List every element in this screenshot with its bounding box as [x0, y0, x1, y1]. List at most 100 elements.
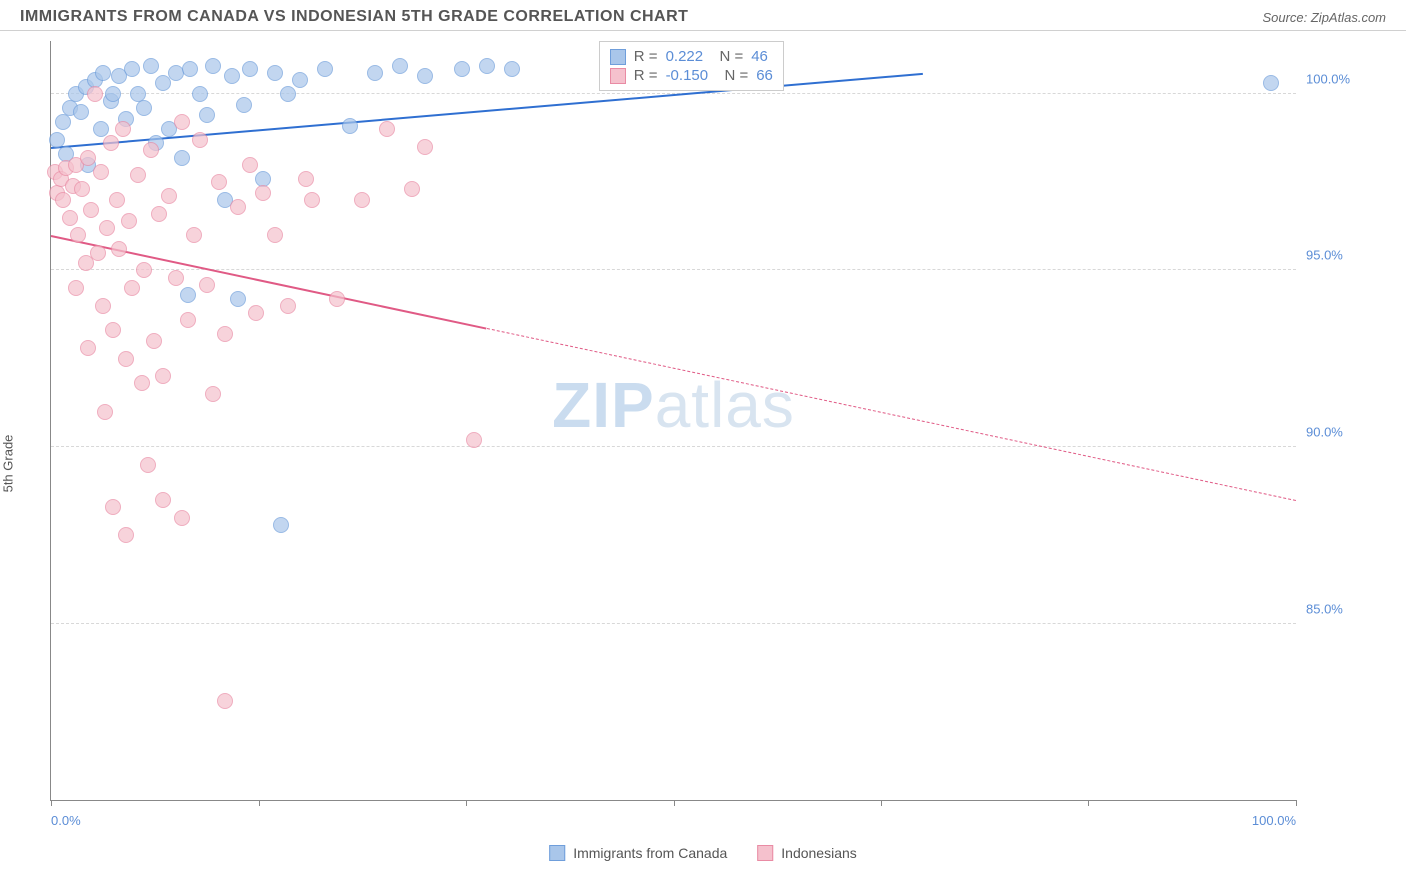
scatter-point — [124, 280, 140, 296]
legend-swatch — [757, 845, 773, 861]
scatter-point — [97, 404, 113, 420]
scatter-point — [417, 68, 433, 84]
x-tick-label: 100.0% — [1252, 813, 1296, 828]
scatter-point — [205, 58, 221, 74]
legend-label: Immigrants from Canada — [573, 845, 727, 861]
scatter-point — [55, 114, 71, 130]
scatter-point — [83, 202, 99, 218]
scatter-point — [105, 322, 121, 338]
stats-r-value: 0.222 — [666, 48, 704, 65]
scatter-point — [404, 181, 420, 197]
scatter-point — [392, 58, 408, 74]
scatter-point — [298, 171, 314, 187]
scatter-point — [342, 118, 358, 134]
stats-r-value: -0.150 — [666, 67, 709, 84]
stats-row: R =0.222 N =46 — [610, 48, 773, 65]
chart-source: Source: ZipAtlas.com — [1262, 10, 1386, 25]
scatter-point — [146, 333, 162, 349]
y-axis-label: 5th Grade — [1, 435, 16, 493]
scatter-point — [151, 206, 167, 222]
scatter-point — [115, 121, 131, 137]
scatter-point — [192, 86, 208, 102]
scatter-point — [182, 61, 198, 77]
scatter-point — [74, 181, 90, 197]
scatter-point — [280, 298, 296, 314]
scatter-point — [105, 86, 121, 102]
x-tick-label: 0.0% — [51, 813, 81, 828]
scatter-point — [109, 192, 125, 208]
x-tick — [466, 800, 467, 806]
stats-swatch — [610, 49, 626, 65]
scatter-point — [199, 277, 215, 293]
scatter-point — [124, 61, 140, 77]
scatter-point — [73, 104, 89, 120]
scatter-point — [87, 86, 103, 102]
stats-r-label: R = — [634, 67, 658, 84]
scatter-point — [95, 298, 111, 314]
stats-n-value: 66 — [756, 67, 773, 84]
scatter-point — [292, 72, 308, 88]
scatter-point — [211, 174, 227, 190]
scatter-point — [174, 510, 190, 526]
scatter-point — [242, 61, 258, 77]
legend-item: Immigrants from Canada — [549, 845, 727, 861]
x-tick — [259, 800, 260, 806]
chart-title: IMMIGRANTS FROM CANADA VS INDONESIAN 5TH… — [20, 8, 688, 26]
scatter-point — [174, 150, 190, 166]
scatter-point — [105, 499, 121, 515]
stats-n-label: N = — [716, 67, 748, 84]
y-tick-label: 90.0% — [1306, 424, 1376, 439]
scatter-point — [317, 61, 333, 77]
legend-label: Indonesians — [781, 845, 857, 861]
x-tick — [51, 800, 52, 806]
scatter-point — [379, 121, 395, 137]
stats-n-label: N = — [711, 48, 743, 65]
scatter-point — [304, 192, 320, 208]
chart-header: IMMIGRANTS FROM CANADA VS INDONESIAN 5TH… — [0, 0, 1406, 31]
scatter-point — [205, 386, 221, 402]
y-tick-label: 85.0% — [1306, 601, 1376, 616]
scatter-point — [192, 132, 208, 148]
scatter-point — [136, 262, 152, 278]
scatter-point — [242, 157, 258, 173]
scatter-point — [62, 210, 78, 226]
scatter-point — [90, 245, 106, 261]
scatter-point — [479, 58, 495, 74]
x-tick — [1088, 800, 1089, 806]
scatter-point — [143, 58, 159, 74]
x-tick — [881, 800, 882, 806]
gridline — [51, 446, 1296, 447]
legend: Immigrants from Canada Indonesians — [549, 845, 857, 861]
scatter-point — [180, 312, 196, 328]
x-tick — [674, 800, 675, 806]
legend-item: Indonesians — [757, 845, 857, 861]
scatter-point — [217, 693, 233, 709]
scatter-point — [168, 65, 184, 81]
gridline — [51, 269, 1296, 270]
scatter-point — [118, 351, 134, 367]
scatter-point — [255, 185, 271, 201]
gridline — [51, 623, 1296, 624]
scatter-point — [111, 241, 127, 257]
scatter-point — [417, 139, 433, 155]
scatter-point — [174, 114, 190, 130]
stats-swatch — [610, 68, 626, 84]
scatter-point — [280, 86, 296, 102]
stats-n-value: 46 — [751, 48, 768, 65]
watermark: ZIPatlas — [552, 368, 795, 442]
scatter-point — [230, 291, 246, 307]
scatter-point — [354, 192, 370, 208]
scatter-point — [1263, 75, 1279, 91]
chart-area: 5th Grade ZIPatlas 100.0%95.0%90.0%85.0%… — [0, 31, 1406, 881]
scatter-point — [93, 164, 109, 180]
scatter-point — [70, 227, 86, 243]
scatter-point — [168, 270, 184, 286]
scatter-point — [155, 368, 171, 384]
scatter-point — [267, 227, 283, 243]
scatter-point — [155, 492, 171, 508]
scatter-point — [217, 326, 233, 342]
scatter-point — [367, 65, 383, 81]
scatter-point — [143, 142, 159, 158]
scatter-point — [68, 280, 84, 296]
stats-box: R =0.222 N =46R =-0.150 N =66 — [599, 41, 784, 91]
